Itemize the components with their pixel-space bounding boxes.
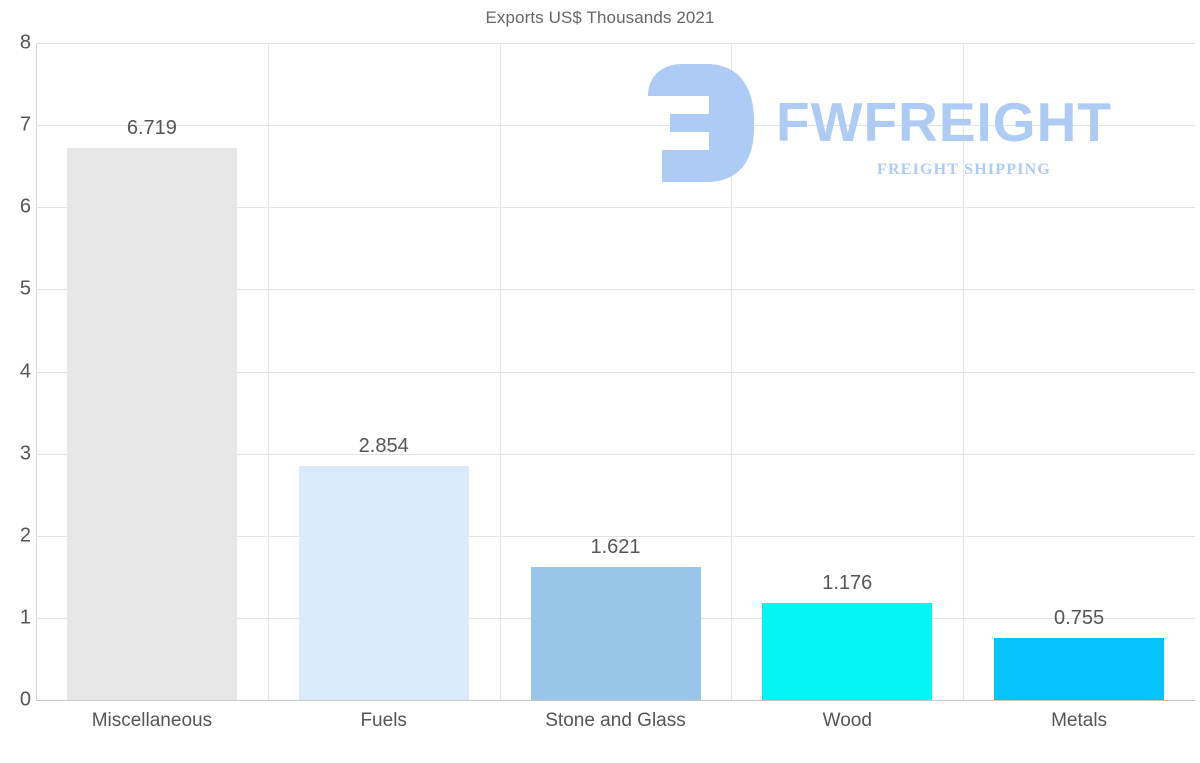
- bar-value-label: 0.755: [1054, 606, 1105, 629]
- gridline: [36, 453, 1195, 455]
- gridline: [36, 43, 1195, 44]
- chart-title: Exports US$ Thousands 2021: [485, 8, 715, 27]
- category-separator-line: [963, 43, 965, 700]
- x-axis-category-label: Fuels: [360, 710, 407, 731]
- y-axis-tick-label: 8: [19, 31, 31, 54]
- category-separator-line: [267, 43, 269, 700]
- bar-value-label: 2.854: [358, 434, 409, 457]
- y-axis-tick-label: 4: [19, 360, 31, 382]
- y-axis-tick-label: 6: [19, 195, 31, 218]
- bar-value-label: 6.719: [126, 117, 177, 140]
- x-axis-category-label: Miscellaneous: [91, 710, 213, 731]
- y-axis-tick-label: 1: [19, 606, 31, 629]
- category-separator-line: [499, 43, 501, 700]
- bar[interactable]: [762, 603, 933, 700]
- bar[interactable]: [66, 148, 237, 700]
- gridline: [36, 207, 1195, 209]
- gridline: [36, 371, 1195, 373]
- y-axis-tick-label: 0: [19, 688, 31, 711]
- bar-value-label: 1.621: [590, 535, 641, 558]
- bar-value-label: 1.176: [822, 572, 873, 595]
- plot-area: [36, 43, 1195, 701]
- bar[interactable]: [994, 638, 1165, 700]
- x-axis-category-label: Wood: [822, 710, 872, 731]
- bar[interactable]: [298, 465, 469, 700]
- gridline: [36, 289, 1195, 291]
- axis-baseline: [36, 700, 1195, 701]
- gridline: [36, 125, 1195, 127]
- x-axis-category-label: Stone and Glass: [545, 710, 686, 731]
- y-axis-tick-label: 5: [19, 277, 31, 300]
- y-axis-tick-label: 2: [19, 524, 31, 547]
- gridline: [36, 535, 1195, 537]
- bar[interactable]: [530, 566, 701, 700]
- y-axis-tick-label: 3: [19, 442, 31, 465]
- x-axis-category-label: Metals: [1051, 710, 1108, 731]
- category-separator-line: [731, 43, 733, 700]
- y-axis-tick-label: 7: [19, 113, 31, 136]
